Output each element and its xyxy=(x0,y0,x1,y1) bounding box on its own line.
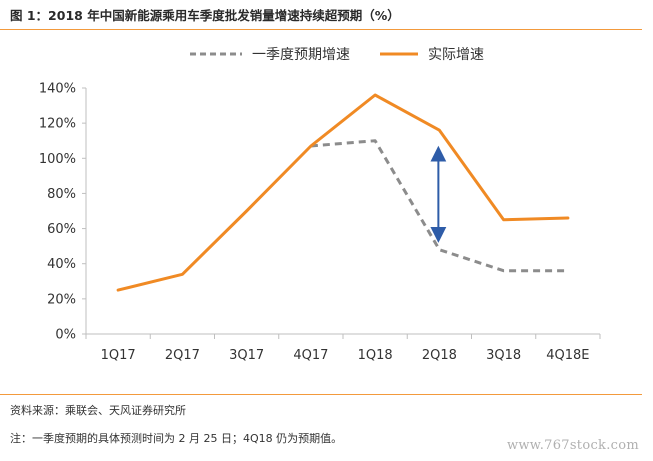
legend-label-expected: 一季度预期增速 xyxy=(252,47,350,63)
remark-note: 注：一季度预期的具体预测时间为 2 月 25 日；4Q18 仍为预期值。 xyxy=(10,432,343,445)
y-tick-label: 20% xyxy=(47,292,76,307)
x-tick-label: 3Q18 xyxy=(486,348,521,363)
legend-item-actual: 实际增速 xyxy=(380,44,484,64)
title-divider xyxy=(0,29,642,30)
x-tick-label: 2Q18 xyxy=(422,348,457,363)
series-line-actual xyxy=(116,93,570,292)
chart-legend: 一季度预期增速 实际增速 xyxy=(0,44,653,68)
x-tick-label: 4Q18E xyxy=(546,348,589,363)
watermark: www.767stock.com xyxy=(506,438,639,453)
source-note: 资料来源：乘联会、天风证券研究所 xyxy=(10,404,186,417)
x-tick-label: 3Q17 xyxy=(229,348,264,363)
legend-item-expected: 一季度预期增速 xyxy=(190,44,350,64)
y-tick-label: 0% xyxy=(55,328,76,343)
legend-swatch-actual xyxy=(380,52,418,56)
y-tick-label: 40% xyxy=(47,257,76,272)
x-tick-label: 4Q17 xyxy=(293,348,328,363)
line-chart: 0% 20% 40% 60% 80% 100% 120% 140% 1Q17 2Q17 3Q17 4Q… xyxy=(39,82,601,363)
y-tick-label: 80% xyxy=(47,187,76,202)
y-tick-label: 140% xyxy=(39,82,76,97)
footer-divider xyxy=(0,394,642,395)
x-tick-label: 1Q18 xyxy=(358,348,393,363)
x-tick-label: 2Q17 xyxy=(165,348,200,363)
y-tick-label: 120% xyxy=(39,117,76,132)
figure-title: 图 1：2018 年中国新能源乘用车季度批发销量增速持续超预期（%） xyxy=(10,8,400,23)
legend-label-actual: 实际增速 xyxy=(428,47,484,63)
series-line-expected xyxy=(310,139,568,273)
x-tick-label: 1Q17 xyxy=(101,348,136,363)
legend-swatch-expected xyxy=(190,52,242,56)
y-tick-label: 100% xyxy=(39,152,76,167)
y-tick-label: 60% xyxy=(47,222,76,237)
